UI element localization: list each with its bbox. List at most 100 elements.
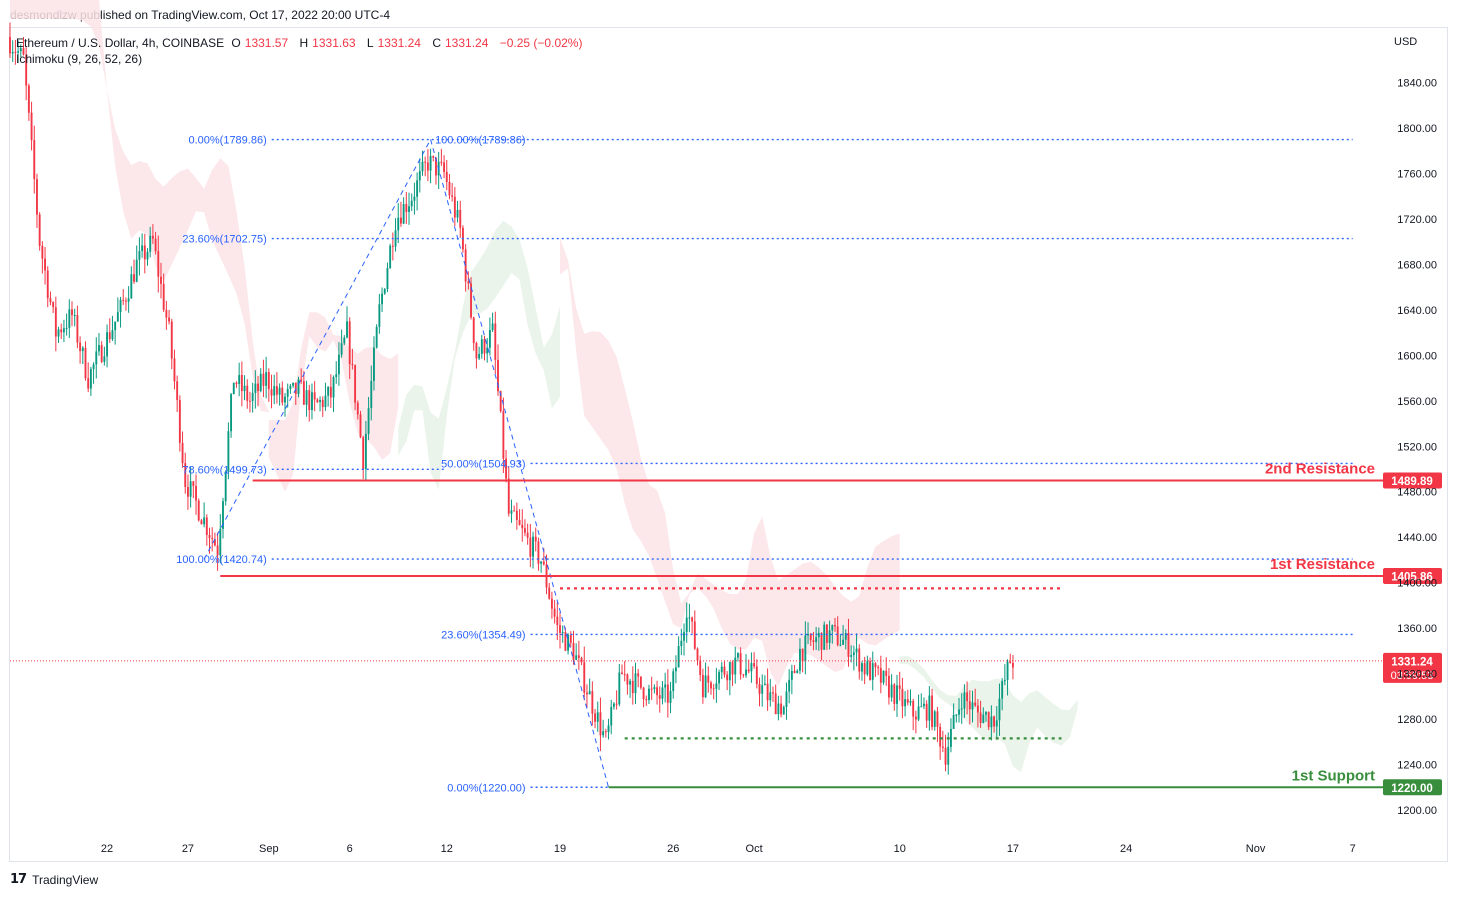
fib-level-label: 100.00%(1420.74) xyxy=(176,554,267,566)
candle-body xyxy=(111,330,114,340)
candle-body xyxy=(445,171,448,183)
candle-body xyxy=(33,140,36,180)
candle-body xyxy=(119,299,122,313)
candle-body xyxy=(844,633,847,640)
candle-body xyxy=(502,411,505,459)
candle-body xyxy=(661,687,664,699)
candle-body xyxy=(941,746,944,748)
candle-body xyxy=(885,670,888,676)
candle-body xyxy=(488,330,491,348)
chart-frame[interactable] xyxy=(9,27,1448,862)
candle-body xyxy=(933,711,936,727)
price-axis[interactable]: USD 1200.00 1240.00 1280.00 1320.00 1360.00 14… xyxy=(1394,36,1437,817)
candle-body xyxy=(839,644,842,646)
candle-body xyxy=(653,687,656,690)
candle-body xyxy=(173,358,176,382)
level-name: 2nd Resistance xyxy=(1265,460,1375,477)
candle-body xyxy=(834,625,836,627)
candle-body xyxy=(52,302,55,308)
candle-body xyxy=(529,537,532,557)
candle-body xyxy=(788,679,791,692)
candle-body xyxy=(351,364,354,366)
candle-body xyxy=(389,245,392,269)
close-value: 1331.24 xyxy=(445,36,489,50)
candle-body xyxy=(405,204,408,212)
candle-body xyxy=(677,646,680,668)
candle-body xyxy=(993,716,996,727)
candle-body xyxy=(168,317,171,322)
legend-indicator[interactable]: Ichimoku (9, 26, 52, 26) xyxy=(16,52,143,66)
cloud-segment xyxy=(10,0,269,413)
candle-body xyxy=(901,688,904,707)
candle-body xyxy=(95,351,98,365)
candle-body xyxy=(510,510,513,514)
candle-body xyxy=(879,668,882,683)
y-tick-label: 1520.00 xyxy=(1397,441,1437,453)
candle-body xyxy=(491,323,494,331)
candle-body xyxy=(583,662,586,693)
candle-body xyxy=(189,481,192,497)
candle-body xyxy=(550,598,553,609)
candle-body xyxy=(124,300,127,302)
candles xyxy=(9,22,1014,775)
candle-body xyxy=(769,692,772,701)
candle-body xyxy=(739,653,742,675)
candle-body xyxy=(723,666,726,675)
candle-body xyxy=(92,364,95,370)
candle-body xyxy=(249,400,251,402)
candle-body xyxy=(847,633,850,657)
cloud-segment xyxy=(268,312,399,492)
candle-body xyxy=(842,639,845,645)
candle-body xyxy=(195,485,197,501)
candle-body xyxy=(386,268,389,290)
candle-body xyxy=(569,634,572,643)
candle-body xyxy=(178,400,181,443)
fib-level-label: 50.00%(1504.93) xyxy=(441,458,525,470)
y-tick-label: 1480.00 xyxy=(1397,487,1437,499)
open-label: O xyxy=(231,36,241,50)
x-tick-label: 7 xyxy=(1350,843,1356,855)
candle-body xyxy=(855,648,858,653)
ichimoku-cloud xyxy=(10,0,1078,773)
candle-body xyxy=(348,321,351,365)
fib-level-label: 0.00%(1789.86) xyxy=(188,135,266,147)
x-tick-label: 12 xyxy=(441,843,453,855)
candle-body xyxy=(362,437,365,470)
candle-body xyxy=(251,392,254,401)
candle-body xyxy=(354,365,357,403)
candle-body xyxy=(65,327,68,329)
candle-body xyxy=(852,652,855,656)
candle-body xyxy=(521,524,524,529)
candle-body xyxy=(799,648,801,671)
candle-body xyxy=(790,670,793,680)
time-axis[interactable]: 22 27 Sep 6 12 19 26 Oct 10 17 24 Nov 7 xyxy=(101,843,1356,855)
cloud-segment xyxy=(560,237,900,687)
candle-body xyxy=(14,51,17,53)
candle-body xyxy=(513,510,516,512)
candle-body xyxy=(329,386,332,398)
candle-body xyxy=(1003,679,1006,682)
candle-body xyxy=(332,377,335,398)
y-tick-label: 1560.00 xyxy=(1397,396,1437,408)
candle-body xyxy=(227,431,230,472)
y-tick-label: 1240.00 xyxy=(1397,760,1437,772)
candle-body xyxy=(486,347,489,354)
candle-body xyxy=(219,528,222,556)
candle-body xyxy=(49,298,52,303)
fib-level-label: 100.00%(1789.86) xyxy=(435,135,526,147)
candle-body xyxy=(402,204,405,224)
candle-body xyxy=(672,671,675,691)
x-tick-label: 6 xyxy=(347,843,353,855)
tradingview-logo[interactable]: 17 TradingView xyxy=(10,872,98,887)
candle-body xyxy=(866,661,869,675)
candle-body xyxy=(17,51,20,53)
y-tick-label: 1720.00 xyxy=(1397,214,1437,226)
candle-body xyxy=(699,660,702,675)
candle-body xyxy=(311,392,313,411)
candle-body xyxy=(917,706,920,720)
low-label: L xyxy=(366,36,374,50)
candle-body xyxy=(586,692,588,695)
candle-body xyxy=(418,171,421,181)
candle-body xyxy=(319,399,321,403)
